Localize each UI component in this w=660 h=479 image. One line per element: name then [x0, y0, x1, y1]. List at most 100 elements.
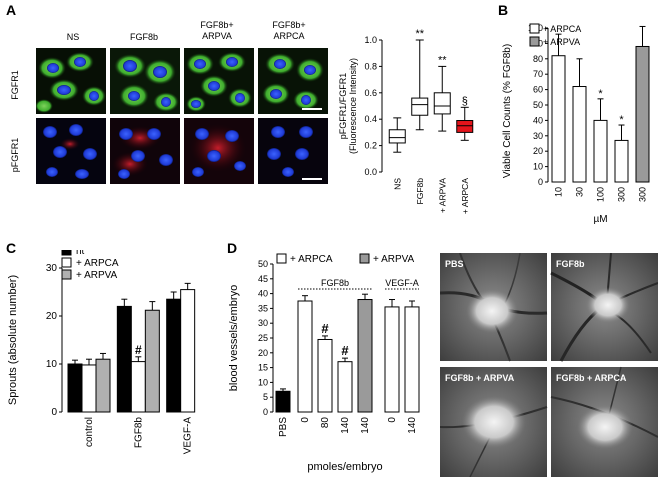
y-tick-label: 15: [258, 363, 268, 373]
y-tick-label: 50: [533, 100, 543, 110]
panel-letter-c: C: [6, 240, 17, 256]
micrograph-fgfr1-arpca: [258, 48, 328, 114]
bar: [404, 306, 420, 413]
y-tick-label: 20: [533, 146, 543, 156]
x-category-label: 300: [617, 187, 627, 202]
panel-letter-a: A: [6, 2, 17, 18]
legend-swatch-arpca: [276, 253, 287, 264]
y-axis-label: pFGFR1/FGFR1(Fluorescence Intensity): [338, 58, 358, 154]
x-category-label: 300: [638, 187, 648, 202]
y-tick-label: 20: [258, 348, 268, 358]
bar-annotation: #: [135, 343, 142, 357]
x-category-label: FGF8b: [415, 178, 425, 205]
box-body: [388, 129, 406, 144]
bar-annotation: *: [619, 114, 624, 126]
y-tick-label: 0.8: [364, 61, 377, 71]
y-tick-label: 0: [538, 177, 543, 187]
box-body: [456, 120, 474, 133]
micrograph-pfgfr1-ns: [36, 118, 106, 184]
y-tick-label: 10: [533, 162, 543, 172]
micrograph-pfgfr1-arpca: [258, 118, 328, 184]
cam-photo-pbs: [440, 253, 548, 362]
legend-label-arpca: + ARPCA: [290, 254, 333, 265]
x-category-label: FGF8b: [133, 417, 144, 449]
y-tick-label: 0.4: [364, 114, 377, 124]
bar: [317, 338, 333, 413]
bar-annotation: #: [341, 343, 349, 358]
panel-letter-b: B: [498, 2, 509, 18]
box-body: [411, 97, 429, 116]
cam-label-fgf8b-arpca: FGF8b + ARPCA: [556, 373, 627, 383]
column-title-ns: NS: [66, 32, 80, 42]
bar: [297, 300, 313, 413]
y-tick-label: 0.6: [364, 88, 377, 98]
y-tick-label: 30: [46, 263, 58, 274]
legend-label-arpva: + ARPVA: [373, 254, 415, 265]
bar: [593, 119, 608, 183]
y-tick-label: 5: [263, 392, 268, 402]
x-category-label: + ARPVA: [437, 178, 447, 213]
y-tick-label: 0.0: [364, 167, 377, 177]
bar: [275, 390, 291, 413]
x-category-label: 100: [596, 187, 606, 202]
bar-annotation: *: [598, 88, 603, 100]
y-tick-label: 25: [258, 333, 268, 343]
bar: [614, 139, 629, 183]
y-tick-label: 0: [51, 407, 57, 418]
column-title-fgf8b: FGF8b: [129, 32, 158, 42]
y-tick-label: 70: [533, 69, 543, 79]
micrograph-fgfr1-arpva: [184, 48, 254, 114]
box-annotation: **: [415, 28, 424, 40]
chart-c-bar: 0 10 20 30 Sprouts (absolute number) nt+ ARPC…: [7, 250, 196, 454]
box-annotation: **: [438, 54, 447, 66]
bar: [67, 363, 83, 413]
chart-b-bar: 0102030405060708090100Viable Cell Counts…: [502, 23, 650, 225]
y-tick-label: 10: [258, 377, 268, 387]
y-tick-label: 30: [533, 131, 543, 141]
bar: [130, 361, 146, 413]
x-category-label: 0: [300, 417, 311, 423]
bar: [166, 298, 182, 413]
bar: [384, 306, 400, 413]
cam-photo-fgf8b: [550, 253, 658, 362]
legend-swatch-arpca: [529, 23, 540, 34]
micrograph-pfgfr1-fgf8b: [110, 118, 180, 184]
legend-swatch: [61, 269, 72, 280]
x-category-label: + ARPCA: [460, 178, 470, 214]
box-annotation: §: [462, 95, 468, 107]
chart-d-bar: 0 5 10 15 20 25 30 35 40 45 50 blood vessels/embryo…: [228, 253, 420, 473]
y-tick-label: 1.0: [364, 35, 377, 45]
legend-label: + ARPCA: [76, 258, 119, 269]
y-tick-label: 10: [46, 359, 58, 370]
x-category-label: 0: [387, 417, 398, 423]
y-tick-label: 30: [258, 318, 268, 328]
legend-swatch: [61, 257, 72, 268]
y-tick-label: 0.2: [364, 141, 377, 151]
bar: [95, 358, 111, 413]
legend-swatch: [61, 250, 72, 256]
bar: [337, 361, 353, 413]
y-tick-label: 0: [263, 407, 268, 417]
box-body: [433, 92, 451, 115]
cam-label-fgf8b: FGF8b: [556, 259, 585, 269]
x-category-label: NS: [392, 178, 402, 190]
legend-label-arpca: + ARPCA: [543, 24, 581, 34]
cam-photo-fgf8b-arpva: [440, 367, 548, 477]
bar: [635, 45, 650, 183]
group-label-fgf8b: FGF8b: [321, 278, 349, 288]
cam-label-pbs: PBS: [445, 259, 464, 269]
y-axis-label: blood vessels/embryo: [228, 285, 240, 391]
micrograph-grid: [36, 48, 328, 184]
bar: [116, 305, 132, 413]
legend-label: + ARPVA: [76, 270, 118, 281]
y-tick-label: 40: [258, 289, 268, 299]
bar: [81, 364, 97, 413]
x-category-label: PBS: [278, 417, 289, 437]
column-title-fgf8b-arpca: FGF8b+ ARPCA: [272, 20, 306, 41]
cam-label-fgf8b-arpva: FGF8b + ARPVA: [445, 373, 515, 383]
panel-a: A NS FGF8b FGF8b+ ARPVA FGF8b+ ARPCA FGF…: [0, 0, 360, 235]
bar: [551, 55, 566, 183]
chart-a-boxplot: 0.0 0.2 0.4 0.6 0.8 1.0 pFGFR1/FGFR1(Fluoresce…: [338, 28, 474, 214]
row-label-pfgfr1: pFGFR1: [10, 137, 20, 173]
bar: [144, 309, 160, 413]
